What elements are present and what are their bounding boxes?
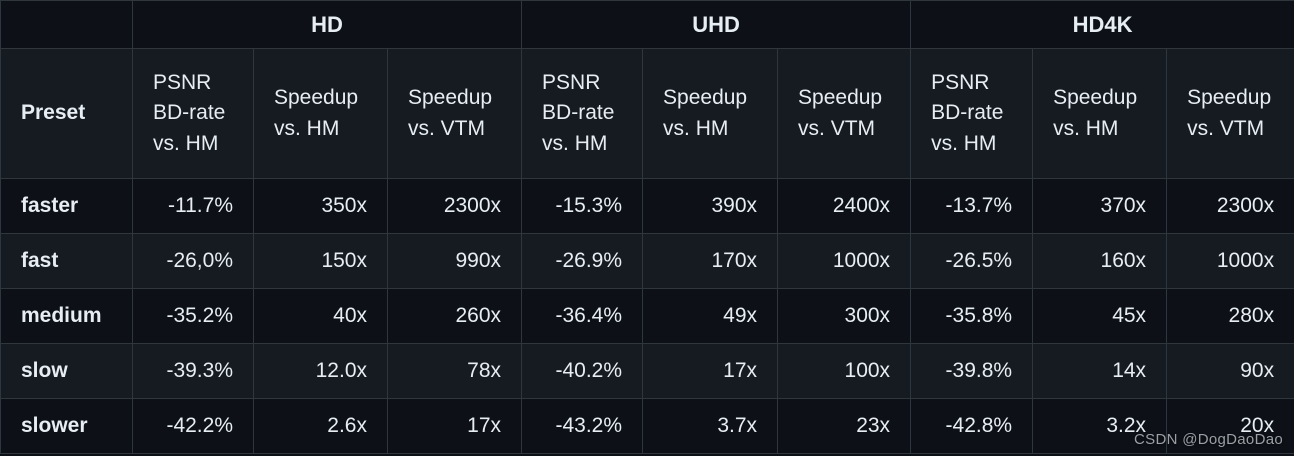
value-cell: 370x (1032, 178, 1168, 234)
group-header-hd: HD (131, 0, 523, 49)
value-cell: 17x (386, 398, 523, 454)
value-cell: 45x (1032, 288, 1168, 344)
value-cell: 3.2x (1032, 398, 1168, 454)
value-cell: 990x (386, 233, 523, 289)
preset-cell: slower (0, 398, 133, 454)
preset-cell: faster (0, 178, 133, 234)
group-header-hd4k: HD4K (910, 0, 1294, 49)
value-cell: 2300x (1166, 178, 1294, 234)
value-cell: 160x (1032, 233, 1168, 289)
value-cell: 3.7x (642, 398, 779, 454)
column-header-hd4k-speedup-vtm: Speedup vs. VTM (1166, 48, 1294, 179)
column-header-preset: Preset (0, 48, 133, 179)
value-cell: 150x (253, 233, 388, 289)
value-cell: -11.7% (132, 178, 254, 234)
value-cell: 1000x (1166, 233, 1294, 289)
preset-cell: fast (0, 233, 133, 289)
value-cell: -40.2% (521, 343, 644, 399)
value-cell: -13.7% (910, 178, 1034, 234)
value-cell: -39.8% (910, 343, 1034, 399)
value-cell: -26.5% (910, 233, 1034, 289)
value-cell: -42.8% (910, 398, 1034, 454)
column-header-hd-speedup-vtm: Speedup vs. VTM (386, 48, 523, 179)
value-cell: -35.8% (910, 288, 1034, 344)
value-cell: 78x (386, 343, 523, 399)
value-cell: 280x (1166, 288, 1294, 344)
value-cell: 17x (642, 343, 779, 399)
value-cell: 260x (386, 288, 523, 344)
value-cell: -43.2% (521, 398, 644, 454)
value-cell: 12.0x (253, 343, 388, 399)
table-row-slower: slower -42.2% 2.6x 17x -43.2% 3.7x 23x -… (0, 398, 1294, 454)
value-cell: 170x (642, 233, 779, 289)
column-header-hd4k-psnr: PSNR BD-rate vs. HM (910, 48, 1034, 179)
value-cell: 23x (777, 398, 912, 454)
column-header-uhd-speedup-hm: Speedup vs. HM (642, 48, 779, 179)
column-header-hd-speedup-hm: Speedup vs. HM (253, 48, 388, 179)
column-header-hd4k-speedup-hm: Speedup vs. HM (1032, 48, 1168, 179)
value-cell: 49x (642, 288, 779, 344)
table-row-slow: slow -39.3% 12.0x 78x -40.2% 17x 100x -3… (0, 343, 1294, 399)
value-cell: 300x (777, 288, 912, 344)
value-cell: 350x (253, 178, 388, 234)
value-cell: -36.4% (521, 288, 644, 344)
value-cell: 100x (777, 343, 912, 399)
column-header-uhd-psnr: PSNR BD-rate vs. HM (521, 48, 644, 179)
value-cell: 2300x (386, 178, 523, 234)
value-cell: -15.3% (521, 178, 644, 234)
value-cell: 40x (253, 288, 388, 344)
corner-cell (0, 0, 133, 49)
value-cell: 90x (1166, 343, 1294, 399)
preset-cell: slow (0, 343, 133, 399)
value-cell: -26.9% (521, 233, 644, 289)
value-cell: -26,0% (132, 233, 254, 289)
value-cell: -42.2% (132, 398, 254, 454)
group-header-uhd: UHD (521, 0, 912, 49)
preset-cell: medium (0, 288, 133, 344)
group-header-row: HD UHD HD4K (0, 0, 1294, 49)
value-cell: 2.6x (253, 398, 388, 454)
value-cell: 14x (1032, 343, 1168, 399)
table-row-faster: faster -11.7% 350x 2300x -15.3% 390x 240… (0, 178, 1294, 234)
column-header-row: Preset PSNR BD-rate vs. HM Speedup vs. H… (0, 48, 1294, 179)
table-row-fast: fast -26,0% 150x 990x -26.9% 170x 1000x … (0, 233, 1294, 289)
value-cell: 390x (642, 178, 779, 234)
column-header-hd-psnr: PSNR BD-rate vs. HM (132, 48, 254, 179)
value-cell: 20x (1166, 398, 1294, 454)
column-header-uhd-speedup-vtm: Speedup vs. VTM (777, 48, 912, 179)
value-cell: -39.3% (132, 343, 254, 399)
value-cell: 2400x (777, 178, 912, 234)
value-cell: -35.2% (132, 288, 254, 344)
table-row-medium: medium -35.2% 40x 260x -36.4% 49x 300x -… (0, 288, 1294, 344)
value-cell: 1000x (777, 233, 912, 289)
